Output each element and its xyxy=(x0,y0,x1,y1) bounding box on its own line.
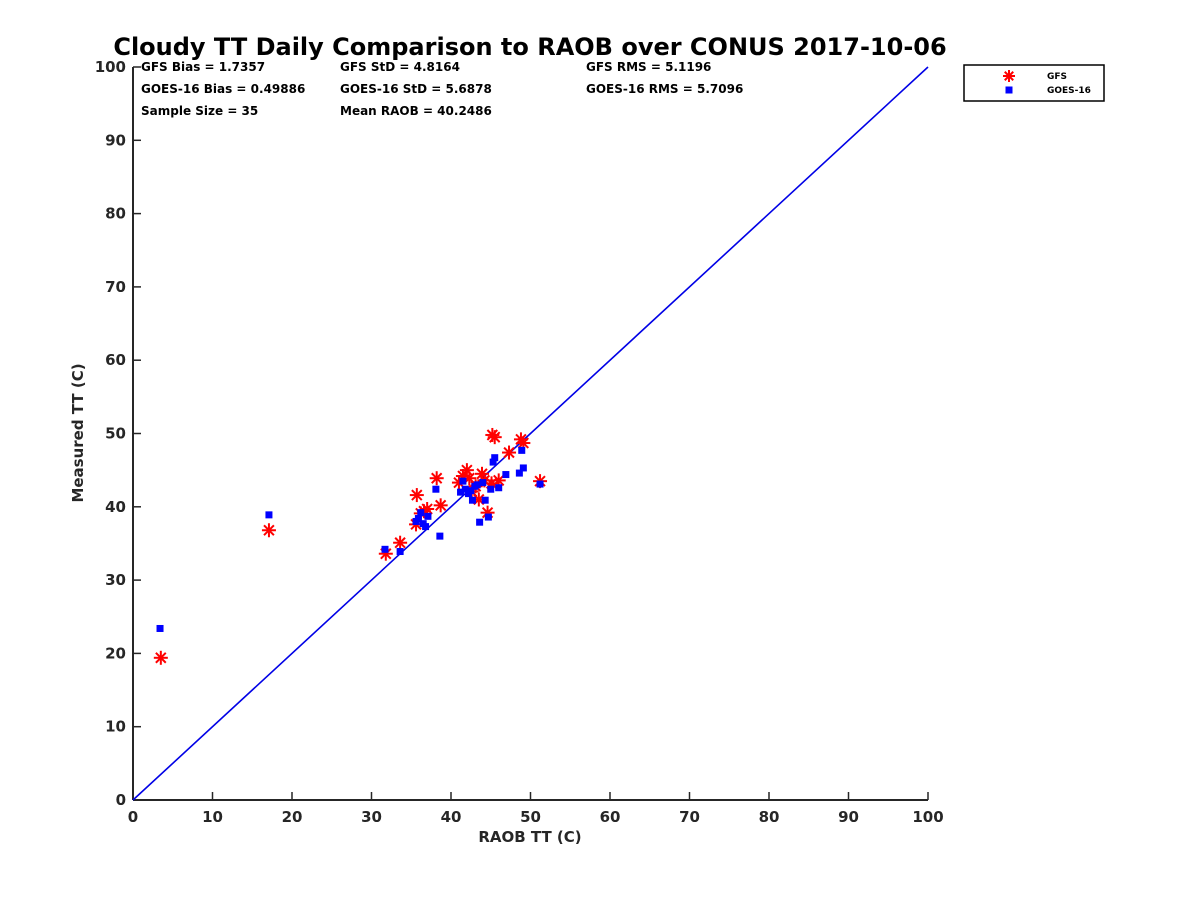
y-tick-label: 80 xyxy=(105,205,126,223)
y-tick-label: 70 xyxy=(105,278,126,296)
goes16-point xyxy=(536,480,544,488)
y-tick-label: 90 xyxy=(105,131,126,149)
x-tick-label: 40 xyxy=(441,808,462,826)
goes16-point xyxy=(491,454,499,462)
y-tick-label: 100 xyxy=(95,58,126,76)
stat-annotation: GFS StD = 4.8164 xyxy=(340,60,460,74)
goes16-point xyxy=(156,624,164,632)
gfs-point xyxy=(393,535,408,550)
goes16-point xyxy=(436,532,444,540)
series-gfs xyxy=(153,427,548,665)
y-tick-label: 20 xyxy=(105,644,126,662)
goes16-point xyxy=(468,496,476,504)
x-tick-label: 60 xyxy=(600,808,621,826)
goes16-point xyxy=(518,446,526,454)
stat-annotation: GOES-16 Bias = 0.49886 xyxy=(141,82,305,96)
goes16-point xyxy=(396,548,404,556)
stats-annotations: GFS Bias = 1.7357 GFS StD = 4.8164 GFS RMS… xyxy=(141,60,743,118)
goes16-point xyxy=(265,511,273,519)
y-tick-label: 30 xyxy=(105,571,126,589)
chart-title: Cloudy TT Daily Comparison to RAOB over … xyxy=(113,33,946,61)
legend: GFS GOES-16 xyxy=(963,64,1105,102)
goes16-point xyxy=(417,509,425,517)
stat-annotation: Sample Size = 35 xyxy=(141,104,258,118)
y-tick-label: 50 xyxy=(105,425,126,443)
goes16-point xyxy=(515,469,523,477)
one-to-one-line xyxy=(132,66,929,801)
goes16-point xyxy=(461,485,469,493)
goes16-point xyxy=(484,513,492,521)
y-axis-label: Measured TT (C) xyxy=(69,363,87,502)
gfs-point xyxy=(409,488,424,503)
legend-items: GFS GOES-16 xyxy=(1003,70,1091,96)
stat-annotation: GOES-16 StD = 5.6878 xyxy=(340,82,492,96)
goes16-point xyxy=(487,485,495,493)
stat-annotation: Mean RAOB = 40.2486 xyxy=(340,104,492,118)
goes16-point xyxy=(457,488,465,496)
gfs-point xyxy=(433,498,448,513)
x-tick-label: 100 xyxy=(912,808,943,826)
goes16-point xyxy=(422,523,430,531)
y-tick-label: 60 xyxy=(105,351,126,369)
legend-label: GOES-16 xyxy=(1047,86,1091,96)
stat-annotation: GFS Bias = 1.7357 xyxy=(141,60,265,74)
axis-ticks: 0 10 20 30 40 50 60 70 80 90 100 0 10 20 30 40 50 60 70 80 9… xyxy=(95,58,944,826)
goes16-point xyxy=(476,518,484,526)
goes16-point xyxy=(381,545,389,553)
x-tick-label: 0 xyxy=(128,808,138,826)
legend-box xyxy=(963,64,1105,102)
stat-annotation: GOES-16 RMS = 5.7096 xyxy=(586,82,743,96)
y-tick-label: 10 xyxy=(105,718,126,736)
goes16-point xyxy=(479,479,487,487)
gfs-point xyxy=(261,523,276,538)
x-tick-label: 10 xyxy=(202,808,223,826)
goes16-point xyxy=(495,484,503,492)
goes16-point xyxy=(459,477,467,485)
gfs-point xyxy=(502,445,517,460)
y-tick-label: 0 xyxy=(116,791,126,809)
x-tick-label: 20 xyxy=(282,808,303,826)
gfs-point xyxy=(487,430,502,445)
x-axis-label: RAOB TT (C) xyxy=(478,828,581,846)
goes16-point xyxy=(414,515,422,523)
goes16-point xyxy=(432,485,440,493)
gfs-point xyxy=(429,471,444,486)
goes16-point xyxy=(424,512,432,520)
goes16-point xyxy=(519,464,527,472)
goes16-point xyxy=(467,487,475,495)
gfs-point xyxy=(462,471,477,486)
legend-square-icon xyxy=(1005,86,1013,94)
x-tick-label: 50 xyxy=(520,808,541,826)
stat-annotation: GFS RMS = 5.1196 xyxy=(586,60,711,74)
series-goes-16 xyxy=(156,446,544,632)
goes16-point xyxy=(481,496,489,504)
gfs-point xyxy=(153,650,168,665)
legend-item-gfs: GFS xyxy=(1003,70,1067,82)
x-tick-label: 90 xyxy=(838,808,859,826)
y-tick-label: 40 xyxy=(105,498,126,516)
data-points xyxy=(153,427,548,665)
legend-item-goes-16: GOES-16 xyxy=(1005,86,1091,96)
legend-label: GFS xyxy=(1047,72,1067,82)
x-tick-label: 80 xyxy=(759,808,780,826)
goes16-point xyxy=(502,471,510,479)
x-tick-label: 30 xyxy=(361,808,382,826)
x-tick-label: 70 xyxy=(679,808,700,826)
goes16-point xyxy=(489,458,497,466)
goes16-point xyxy=(473,481,481,489)
legend-asterisk-icon xyxy=(1003,70,1015,82)
